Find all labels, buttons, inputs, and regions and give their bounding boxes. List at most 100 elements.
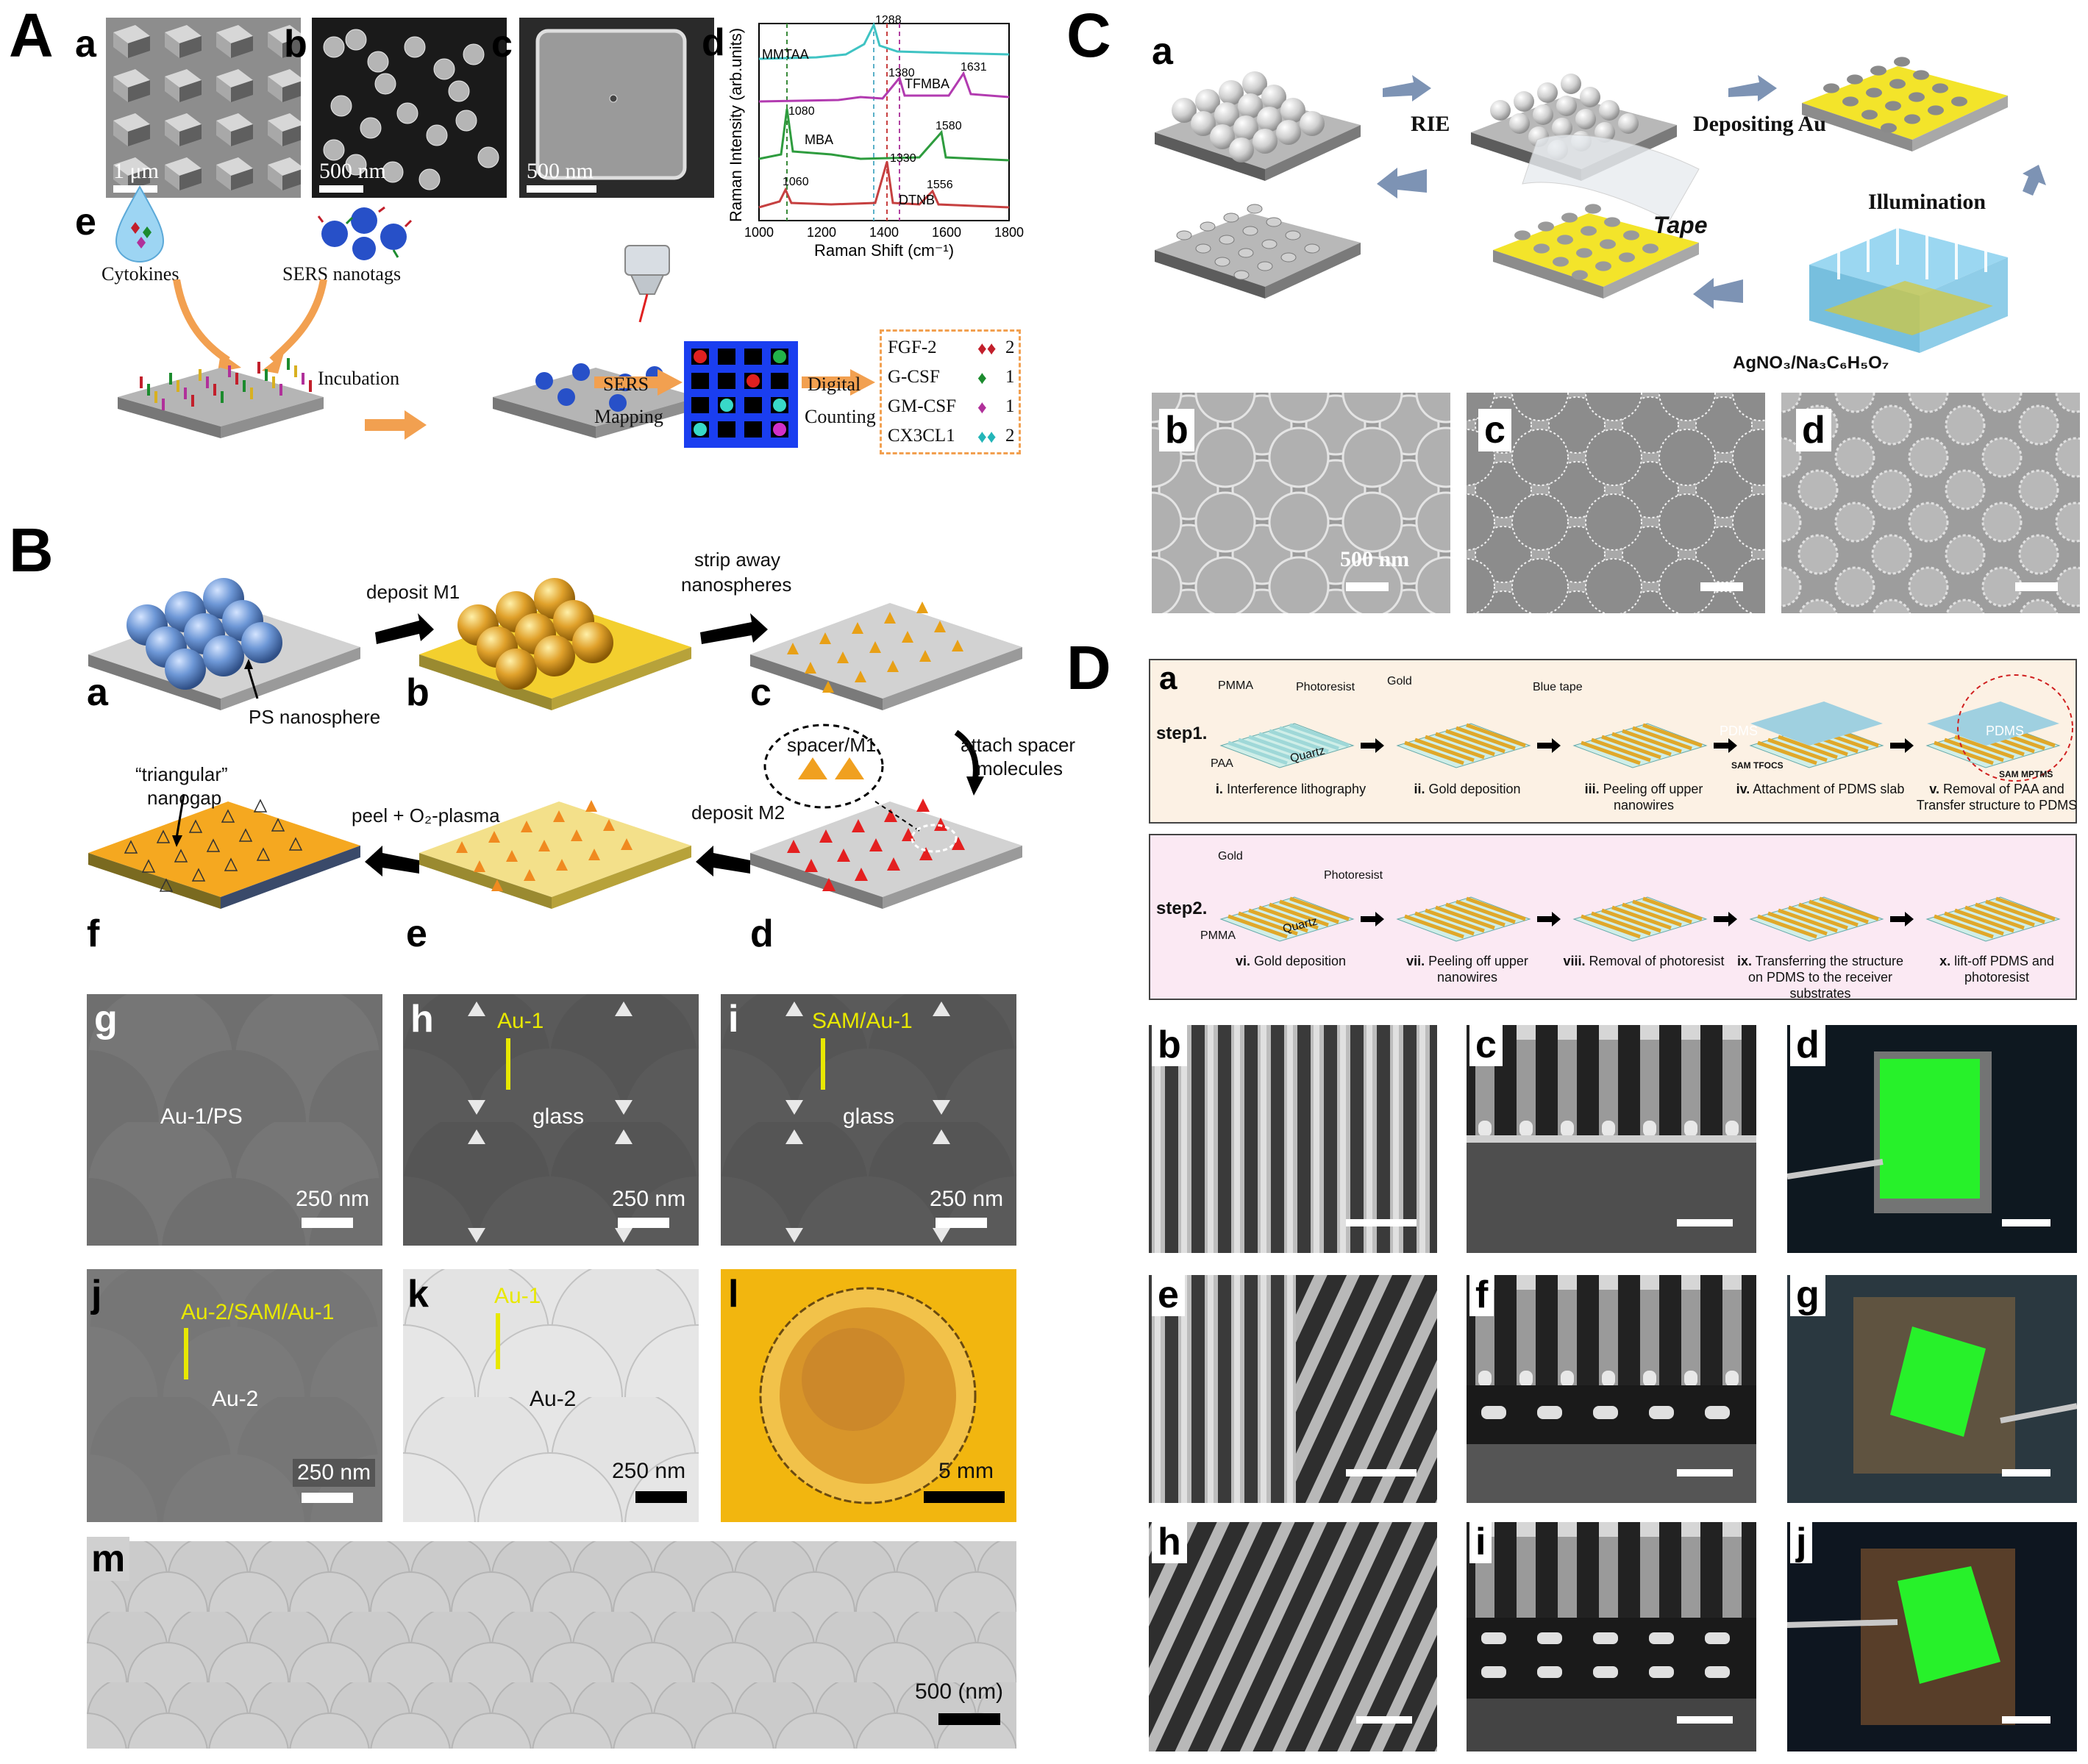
x-tick-label: 1200 [807, 225, 836, 240]
process-step-label: x. lift-off PDMS and photoresist [1912, 953, 2081, 985]
nanotag-blob [345, 154, 367, 176]
sem-image-au1-glass: Au-1 glass 250 nm [403, 994, 699, 1246]
triangular-nanogap [191, 868, 206, 882]
nanosphere [1580, 87, 1600, 107]
photo-green-film-3 [1787, 1522, 2077, 1751]
process-step-label: ix. Transferring the structure on PDMS t… [1736, 953, 1905, 1001]
nanohole [1619, 252, 1635, 263]
triangle-nanostructure [919, 650, 931, 662]
step-number: vi. [1235, 954, 1250, 968]
map-hotspot [773, 423, 786, 436]
peak-label: 1330 [890, 152, 916, 165]
nanowire [1622, 902, 1682, 927]
triangle-nanostructure [787, 643, 799, 654]
triangle-nanostructure [524, 869, 535, 881]
nanowire [1642, 723, 1703, 748]
triangle-nanostructure [819, 829, 833, 843]
nanosphere [534, 635, 575, 676]
triangle-nanostructure [571, 829, 582, 841]
triangular-nanogap [159, 878, 174, 892]
nanosphere [1509, 113, 1530, 134]
count-row: FGF-2 ♦♦ 2 [888, 338, 1017, 364]
capture-antibody [162, 399, 165, 410]
cytokine-count: 2 [1005, 426, 1015, 446]
nanowire [1435, 905, 1495, 930]
subpanel-label: g [94, 998, 118, 1040]
nanosphere [241, 622, 282, 663]
scale-bar-label: 500 nm [1340, 547, 1410, 571]
nanosphere [1533, 104, 1553, 125]
scale-bar [2002, 1219, 2050, 1226]
nanotag-blob [477, 146, 499, 168]
nanowire [1954, 735, 2014, 760]
capture-antibody [199, 369, 202, 381]
sem-image-three-layer-cross-section [1467, 1522, 1756, 1751]
x-tick-label: 1400 [869, 225, 899, 240]
nanowire [1248, 908, 1308, 933]
nanowire [1975, 902, 2035, 927]
nanosphere [496, 649, 537, 690]
capture-antibody [191, 395, 194, 407]
nanowire [1809, 899, 1869, 924]
map-hotspot [694, 423, 707, 436]
triangle-nanostructure [869, 838, 883, 851]
step-text: Attachment of PDMS slab [1753, 782, 1905, 796]
nanowire [1591, 911, 1651, 936]
nanowire [1778, 908, 1838, 933]
cytokine-name: GM-CSF [888, 396, 957, 416]
layer-label: SAM TFOCS [1731, 760, 1784, 771]
count-row: GM-CSF ♦ 1 [888, 396, 1017, 423]
arrow-icon [1537, 912, 1561, 926]
subpanel-label: c [1478, 409, 1511, 451]
triangular-nanogap [288, 837, 303, 851]
sem-image-au1-ps: Au-1/PS 250 nm [87, 994, 382, 1246]
scale-bar [1677, 1716, 1733, 1724]
capture-antibody [147, 384, 150, 396]
nanowire [1954, 908, 2014, 933]
nanohole [1557, 235, 1573, 245]
process-step-label: v. Removal of PAA and Transfer structure… [1912, 781, 2081, 813]
scale-bar-label: 250 nm [296, 1187, 370, 1211]
nanohole [1951, 96, 1967, 107]
step-label: deposit M2 [691, 801, 785, 824]
nanowire [1404, 914, 1464, 939]
nanowire [1227, 914, 1288, 939]
sers-map-grid [684, 341, 798, 448]
triangle-nanostructure [538, 840, 550, 851]
peak-label: 1080 [788, 105, 815, 118]
nanowire [1269, 729, 1329, 754]
nanosphere [1172, 98, 1197, 123]
subpanel-label: l [728, 1273, 739, 1315]
scale-bar-label: 250 nm [930, 1187, 1004, 1211]
subpanel-label: k [407, 1273, 429, 1315]
nanosphere [1191, 111, 1216, 136]
capture-antibody [302, 373, 304, 385]
nanohole [1514, 230, 1531, 240]
subpanel-label: m [87, 1537, 130, 1581]
triangle-nanostructure [902, 631, 913, 643]
nanosphere [1261, 85, 1286, 110]
step-label: attach spacer [961, 734, 1076, 756]
subpanel-label: i [1469, 1521, 1492, 1563]
image-label: Au-1/PS [160, 1104, 243, 1129]
scale-bar [319, 185, 363, 193]
nanohole [1623, 230, 1639, 240]
step-number: v. [1929, 782, 1939, 796]
nanotag-blob [418, 168, 441, 190]
pdms-slab [1927, 701, 2059, 746]
map-hotspot [694, 350, 707, 363]
nanohole [1533, 243, 1550, 254]
map-pixel [718, 373, 735, 389]
solution-label: AgNO₃/Na₃C₆H₅O₇ [1733, 353, 1889, 373]
nanosphere [1219, 80, 1244, 105]
colloidal-lithography-diagram [1155, 57, 2046, 353]
nanohole [1595, 261, 1611, 271]
nanowire [1767, 911, 1828, 936]
step-label: peel + O₂-plasma [352, 804, 500, 826]
nanowire [1425, 735, 1485, 760]
y-axis-label: Raman Intensity (arb.units) [728, 28, 745, 222]
triangle-nanostructure [553, 810, 565, 822]
x-tick-label: 1800 [994, 225, 1024, 240]
step-number: ii. [1414, 782, 1425, 796]
nanohole [1823, 83, 1839, 93]
